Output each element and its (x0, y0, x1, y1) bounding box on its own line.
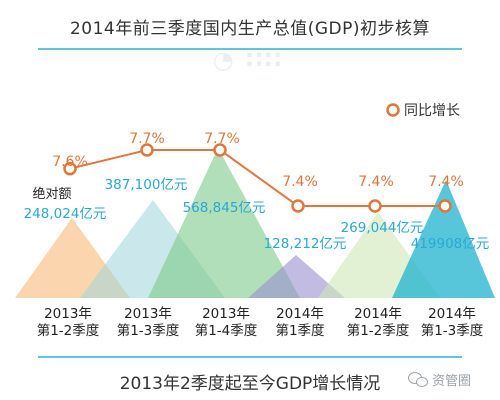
category-axis: 2013年第1-2季度 2013年第1-3季度 2013年第1-4季度 2014年第1… (37, 306, 484, 339)
growth-label: 7.6% (52, 154, 88, 170)
growth-line-layer (63, 143, 452, 213)
gdp-value-label: 128,212亿元 (264, 236, 347, 252)
chart-subtitle: 2013年2季度起至今GDP增长情况 (119, 374, 381, 394)
source-logo: 资管圈 (408, 366, 498, 392)
category-tick-label: 2014年第1季度 (275, 306, 324, 339)
growth-marker (368, 199, 382, 213)
label-layer: 7.6% 7.7% 7.7% 7.4% 7.4% 7.4% 绝对额 248,024亿元 387,… (24, 131, 490, 252)
category-tick-label: 2013年第1-4季度 (195, 306, 258, 339)
mountain-layer (15, 148, 495, 298)
gdp-value-label: 269,044亿元 (341, 220, 424, 236)
gdp-value-label: 248,024亿元 (24, 206, 107, 222)
growth-marker (438, 199, 452, 213)
source-logo-text: 资管圈 (432, 373, 472, 389)
growth-label: 7.4% (282, 174, 318, 190)
growth-marker (291, 199, 305, 213)
growth-marker (140, 143, 154, 157)
growth-label: 7.7% (129, 131, 165, 147)
chart-title: 2014年前三季度国内生产总值(GDP)初步核算 (69, 19, 431, 39)
wechat-icon (408, 371, 428, 387)
gdp-value-label: 568,845亿元 (183, 200, 266, 216)
growth-marker (213, 143, 227, 157)
legend: 同比增长 (386, 103, 460, 119)
growth-marker (63, 161, 77, 176)
category-tick-label: 2014年第1-3季度 (421, 306, 484, 339)
watermark: ◔ ∷∷ (212, 46, 284, 74)
gdp-value-label: 419908亿元 (411, 236, 490, 252)
gdp-value-label: 387,100亿元 (105, 177, 188, 193)
category-tick-label: 2013年第1-3季度 (117, 306, 180, 339)
mountain-shape (248, 255, 345, 298)
mountain-shape (392, 180, 495, 298)
legend-marker (386, 103, 400, 117)
growth-label: 7.4% (428, 174, 464, 190)
title-divider-bottom (38, 356, 462, 358)
category-tick-label: 2014年第1-2季度 (347, 306, 410, 339)
growth-label: 7.4% (358, 174, 394, 190)
category-tick-label: 2013年第1-2季度 (37, 306, 100, 339)
gdp-label: 绝对额 (32, 186, 71, 202)
growth-label: 7.7% (204, 131, 240, 147)
title-divider-top (38, 48, 462, 50)
growth-line (69, 149, 445, 207)
mountain-shape (148, 148, 300, 298)
legend-label: 同比增长 (404, 103, 460, 119)
